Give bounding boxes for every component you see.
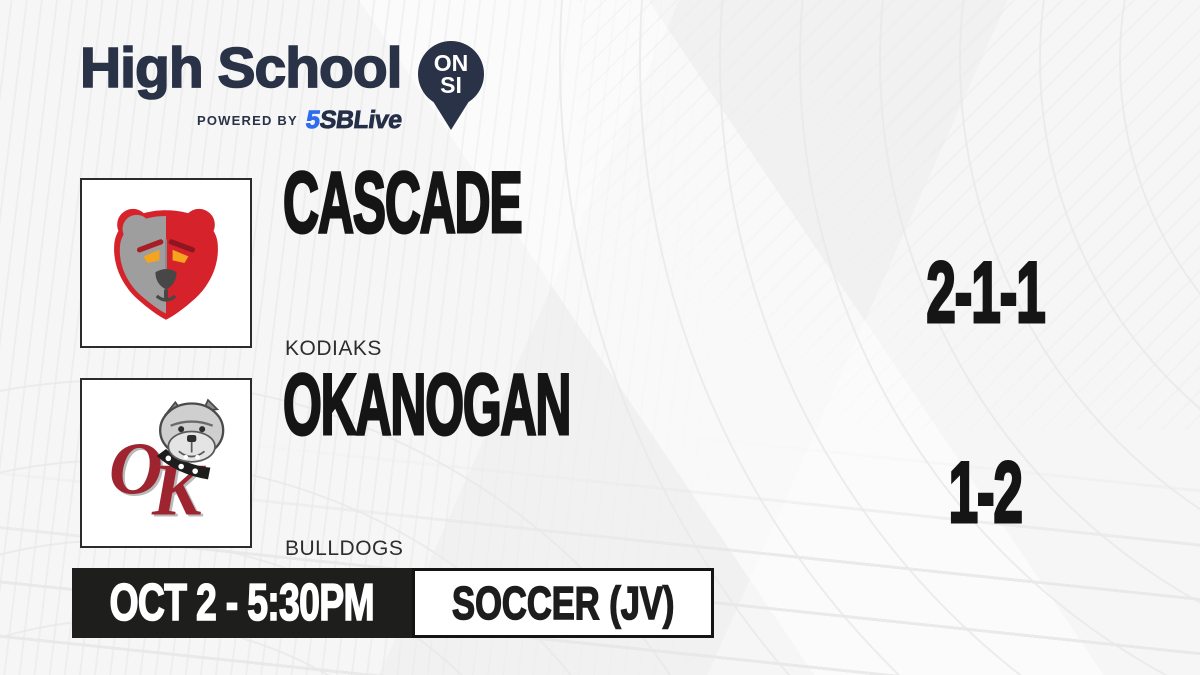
datetime-text: OCT 2 - 5:30PM — [109, 574, 375, 632]
datetime-box: OCT 2 - 5:30PM — [72, 568, 412, 638]
team1-mascot: KODIAKS — [285, 337, 382, 360]
team2-record: 1-2 — [845, 445, 1125, 541]
team2-mascot: BULLDOGS — [285, 537, 404, 560]
sport-text: SOCCER (JV) — [451, 577, 675, 629]
brand-header: High School ON SI — [79, 36, 487, 132]
team2-record-value: 1-2 — [947, 445, 1023, 541]
sblive-logo: 5 SBLive — [303, 106, 404, 135]
svg-text:O: O — [111, 430, 165, 513]
powered-by-label: POWERED BY — [197, 113, 298, 128]
location-pin-icon: ON SI — [418, 41, 485, 130]
game-info-bar: OCT 2 - 5:30PM SOCCER (JV) — [72, 568, 714, 638]
team1-logo-box — [80, 178, 252, 348]
powered-by-row: POWERED BY 5 SBLive — [197, 106, 404, 135]
team2-logo-box: O K O K — [80, 378, 252, 548]
team1-record: 2-1-1 — [845, 245, 1125, 341]
kodiak-bear-logo-icon — [114, 208, 218, 320]
logo-letter-o: O — [109, 427, 163, 510]
team2-name: OKANOGAN — [282, 357, 572, 453]
sport-box: SOCCER (JV) — [412, 568, 714, 638]
sblive-wordmark: SBLive — [317, 106, 404, 135]
pin-text-si: SI — [441, 72, 463, 98]
brand-wordmark: High School — [79, 36, 403, 100]
team1-record-value: 2-1-1 — [925, 245, 1046, 341]
ok-bulldog-logo-icon: O K O K — [109, 398, 225, 533]
pin-text-on: ON — [434, 50, 469, 76]
background-stripes — [580, 0, 1200, 430]
team1-name: CASCADE — [282, 155, 523, 251]
